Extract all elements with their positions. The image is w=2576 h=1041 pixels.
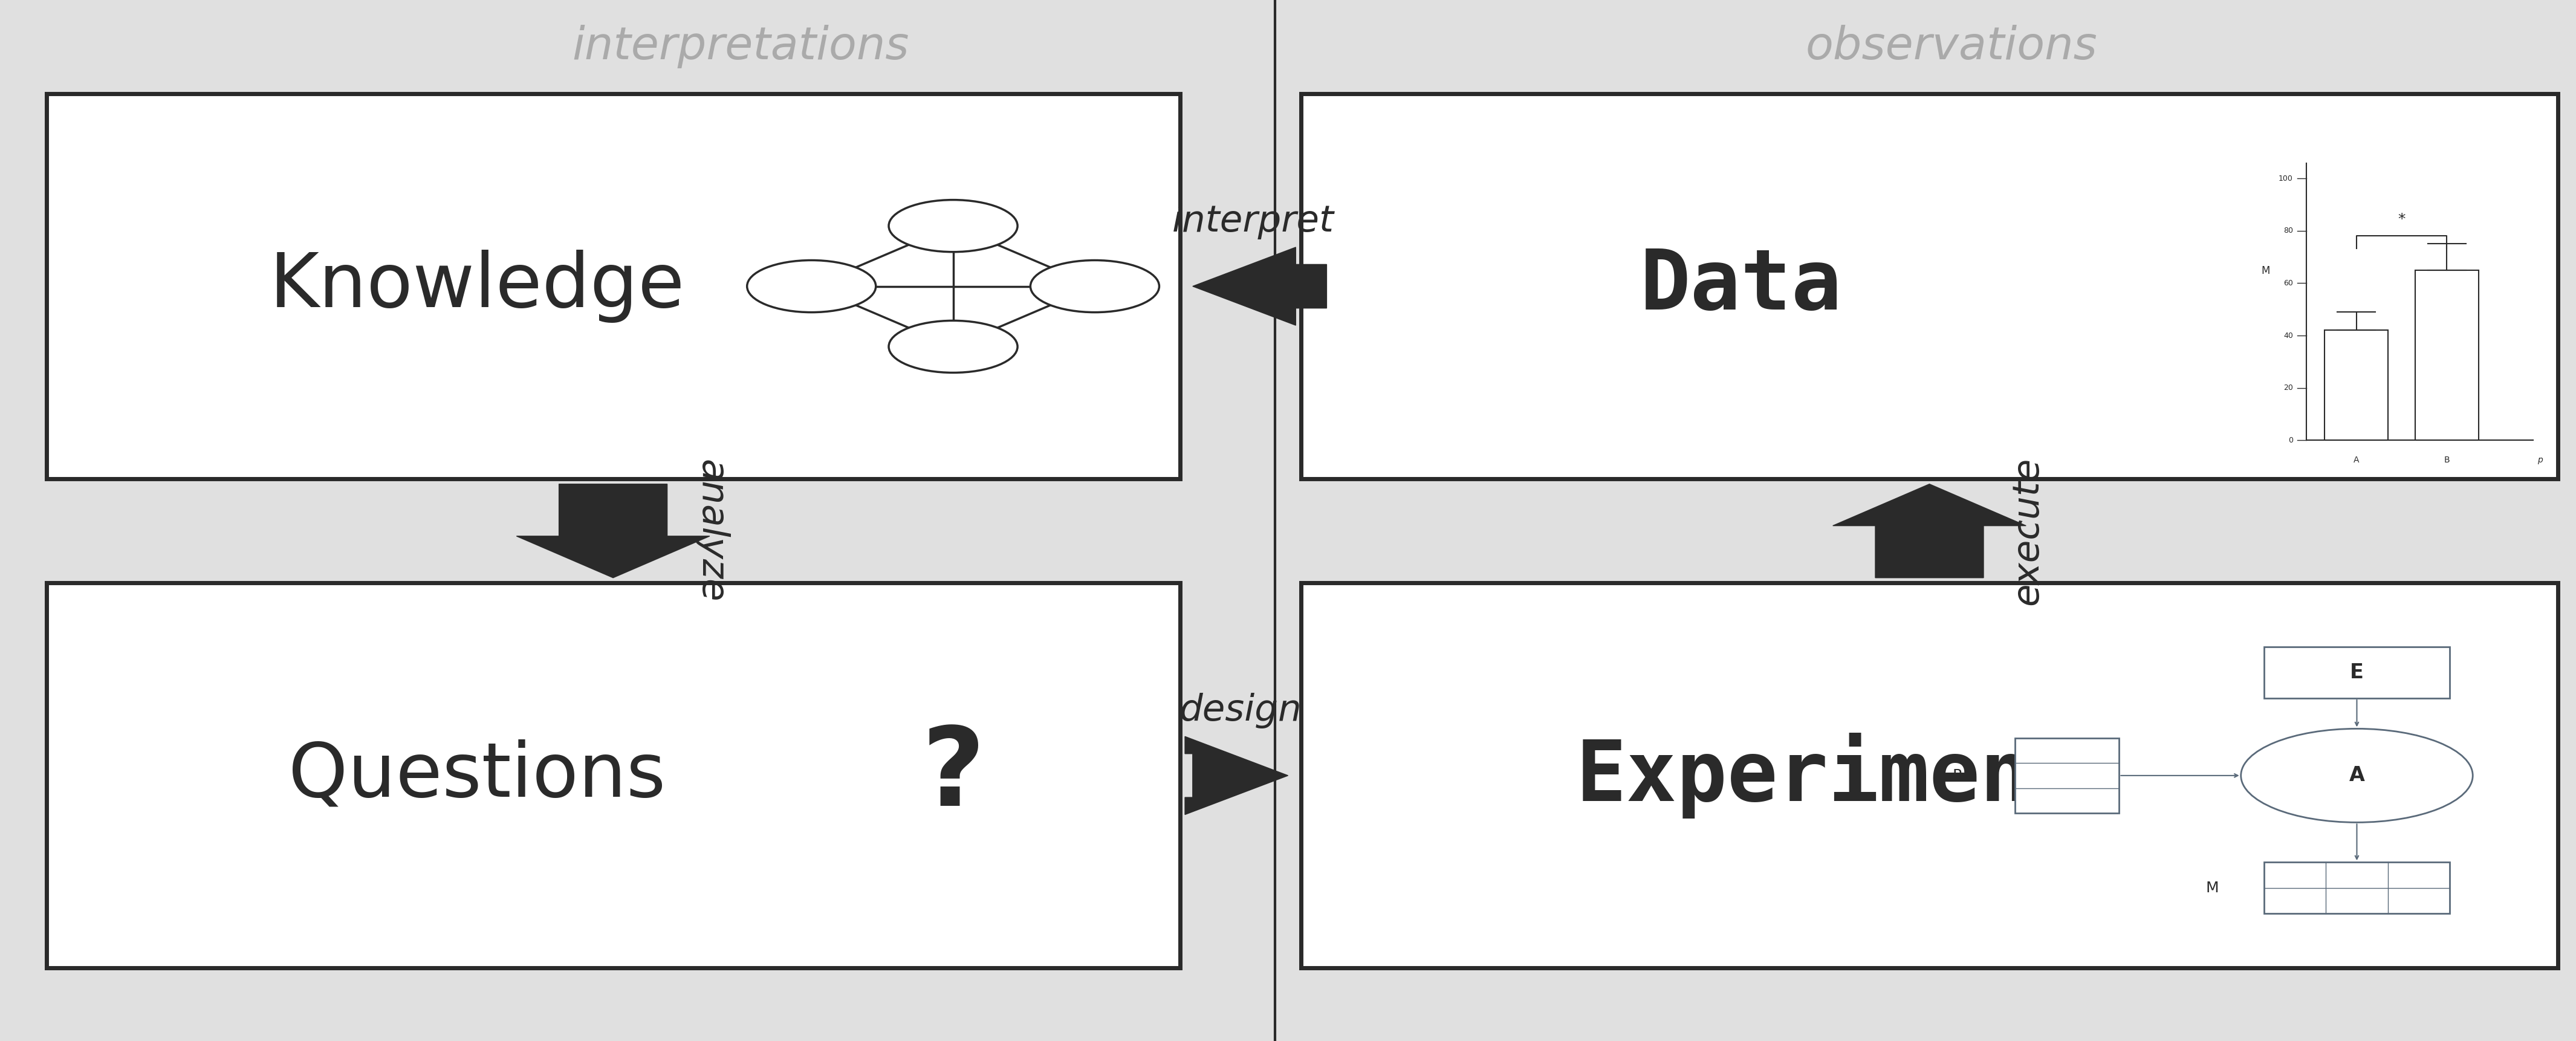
FancyBboxPatch shape (46, 583, 1180, 968)
Text: Data: Data (1641, 246, 1842, 327)
Bar (2324, 330, 2388, 440)
Text: interpret: interpret (1172, 204, 1334, 239)
Text: 20: 20 (2282, 384, 2293, 391)
Text: P: P (1953, 768, 1960, 783)
Text: p: p (2537, 456, 2543, 464)
Text: Experiment: Experiment (1577, 733, 2081, 818)
Text: ?: ? (922, 722, 984, 829)
Text: B: B (2445, 456, 2450, 464)
Polygon shape (515, 484, 708, 578)
Polygon shape (1193, 247, 1327, 325)
Text: E: E (2349, 662, 2365, 683)
FancyBboxPatch shape (1301, 583, 2558, 968)
Circle shape (889, 321, 1018, 373)
Circle shape (747, 260, 876, 312)
Text: *: * (2398, 212, 2406, 227)
Text: 100: 100 (2280, 175, 2293, 182)
FancyBboxPatch shape (46, 94, 1180, 479)
Text: 60: 60 (2282, 279, 2293, 287)
FancyBboxPatch shape (2014, 738, 2120, 813)
Text: 80: 80 (2282, 227, 2293, 234)
Text: interpretations: interpretations (572, 25, 909, 69)
Text: M: M (2262, 265, 2269, 276)
Circle shape (1030, 260, 1159, 312)
Text: execute: execute (2009, 457, 2045, 605)
Polygon shape (1834, 484, 2025, 578)
Text: 40: 40 (2282, 332, 2293, 339)
Text: M: M (2205, 881, 2218, 895)
Bar (2416, 270, 2478, 440)
Text: A: A (2349, 765, 2365, 786)
Text: Questions: Questions (289, 739, 665, 812)
Circle shape (2241, 729, 2473, 822)
Text: A: A (2354, 456, 2360, 464)
Circle shape (889, 200, 1018, 252)
Polygon shape (1185, 737, 1288, 814)
Text: design: design (1180, 693, 1301, 729)
Text: observations: observations (1806, 25, 2097, 69)
FancyBboxPatch shape (2264, 646, 2450, 699)
FancyBboxPatch shape (2264, 862, 2450, 914)
Text: 0: 0 (2287, 436, 2293, 445)
FancyBboxPatch shape (1301, 94, 2558, 479)
Text: Knowledge: Knowledge (270, 250, 685, 323)
Text: analyze: analyze (693, 459, 729, 603)
